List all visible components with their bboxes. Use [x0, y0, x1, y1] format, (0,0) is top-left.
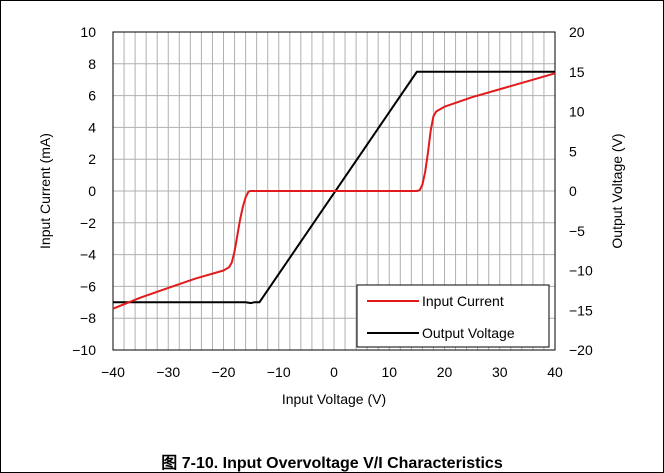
- legend-box: [356, 284, 550, 348]
- y-tick-label: 4: [88, 119, 96, 135]
- y2-tick-label: 0: [569, 183, 577, 199]
- figure-caption: 图 7-10. Input Overvoltage V/I Characteri…: [161, 455, 503, 472]
- y-tick-label: 8: [88, 56, 96, 72]
- y2-tick-label: 5: [569, 143, 577, 159]
- x-tick-label: 20: [437, 364, 453, 380]
- x-axis-label: Input Voltage (V): [282, 391, 386, 407]
- y2-tick-label: −20: [569, 342, 593, 358]
- x-tick-label: −10: [267, 364, 291, 380]
- x-tick-label: 0: [330, 364, 338, 380]
- x-tick-label: −40: [101, 364, 125, 380]
- y-tick-label: 0: [88, 183, 96, 199]
- y2-tick-label: −10: [569, 263, 593, 279]
- y2-tick-label: −15: [569, 302, 593, 318]
- series-line-output-voltage: [113, 70, 555, 305]
- y2-axis-label: Output Voltage (V): [609, 133, 625, 248]
- y2-tick-label: 20: [569, 24, 585, 40]
- y-axis-label: Input Current (mA): [37, 133, 53, 249]
- series-layer: [112, 70, 556, 310]
- y-tick-label: 10: [80, 24, 96, 40]
- y2-tick-label: 15: [569, 64, 585, 80]
- x-tick-label: −20: [212, 364, 236, 380]
- y-tick-label: 2: [88, 151, 96, 167]
- y-tick-label: −4: [80, 247, 96, 263]
- y-tick-label: 6: [88, 88, 96, 104]
- y2-tick-label: −5: [569, 223, 585, 239]
- legend-label-output-voltage: Output Voltage: [422, 325, 515, 341]
- x-tick-label: −30: [156, 364, 180, 380]
- y-tick-label: −2: [80, 215, 96, 231]
- x-tick-label: 10: [381, 364, 397, 380]
- y2-tick-label: 10: [569, 104, 585, 120]
- y-tick-label: −8: [80, 310, 96, 326]
- plot-border: [112, 31, 556, 351]
- y-tick-label: −10: [72, 342, 96, 358]
- ticks-layer: −40 −30 −20 −10 0 10 20 30 40−10−8−6−4−20246810−…: [72, 24, 593, 380]
- x-tick-label: 30: [492, 364, 508, 380]
- y-tick-label: −6: [80, 278, 96, 294]
- x-tick-label: 40: [547, 364, 563, 380]
- legend-label-input-current: Input Current: [422, 293, 504, 309]
- legend: Input Current Output Voltage: [356, 284, 550, 348]
- series-line-input-current: [112, 72, 556, 310]
